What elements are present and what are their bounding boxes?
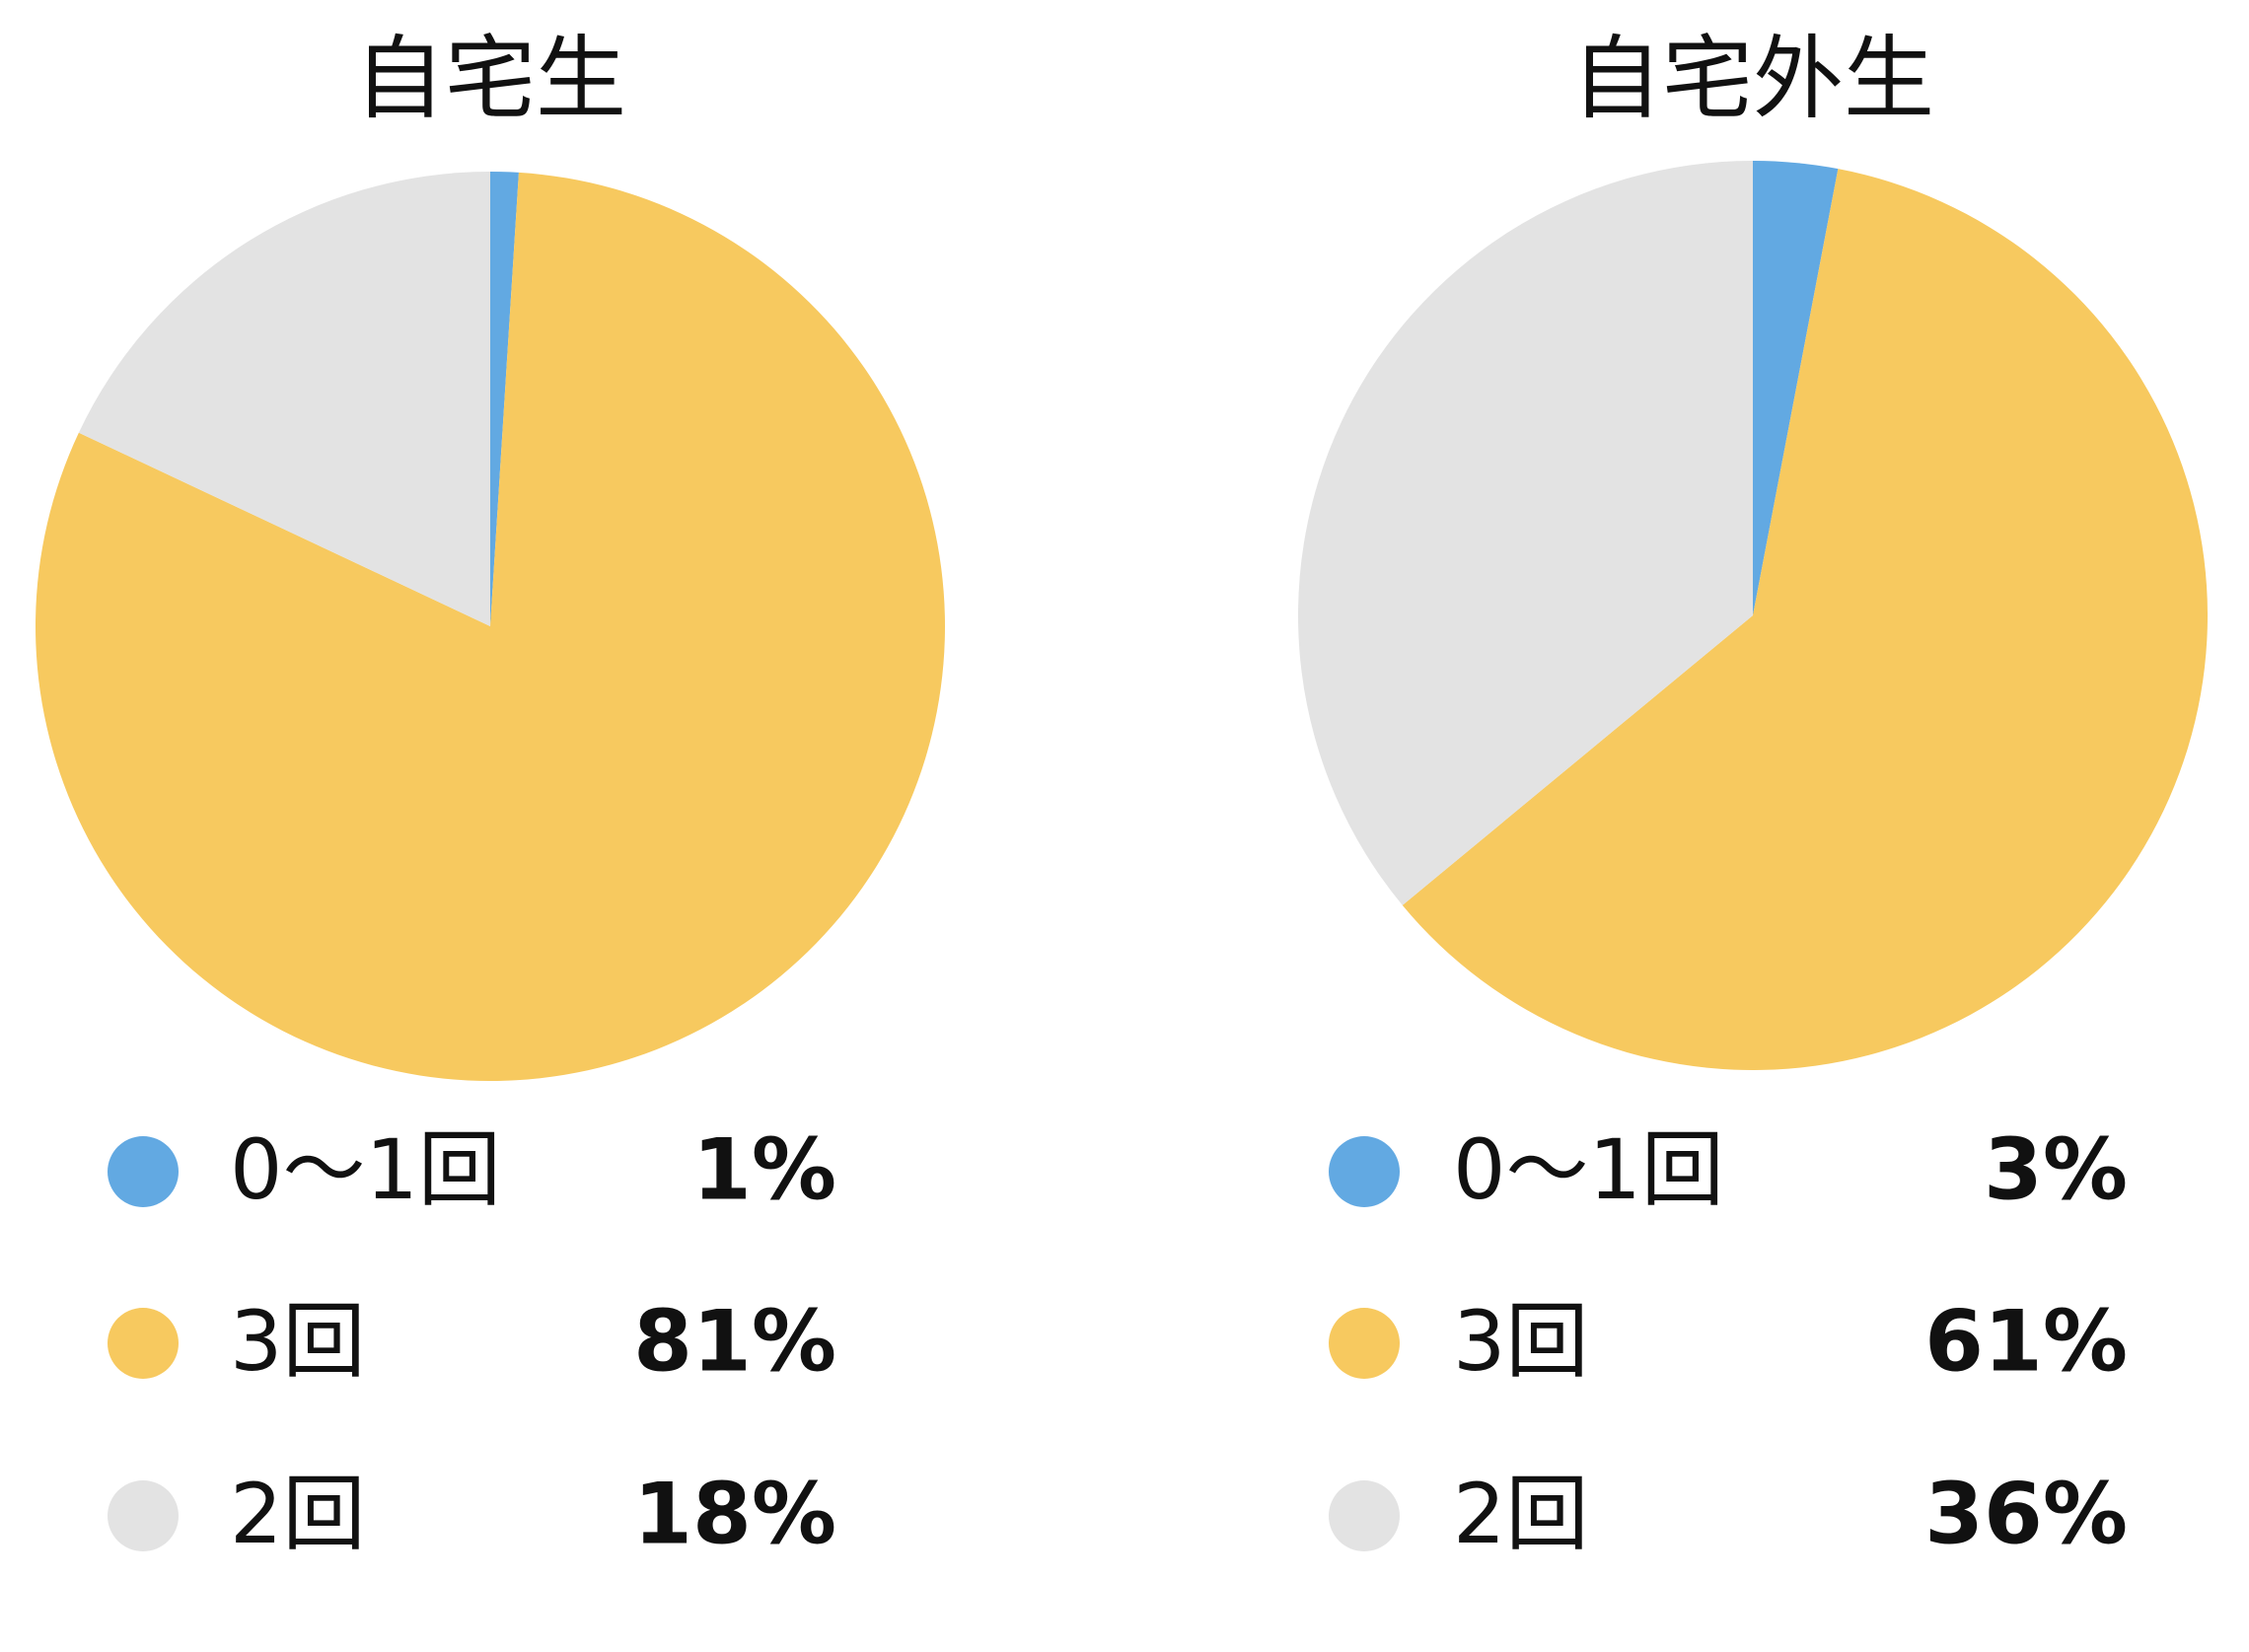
pie-slice bbox=[1297, 161, 1753, 905]
legend-label: 0〜1回 bbox=[230, 1121, 501, 1218]
legend-label: 0〜1回 bbox=[1453, 1121, 1724, 1218]
legend-marker bbox=[108, 1136, 179, 1207]
chart-title: 自宅外生 bbox=[1571, 26, 1934, 131]
value-label: 61% bbox=[1924, 1292, 2128, 1391]
value-label: 3% bbox=[1984, 1120, 2128, 1219]
legend-marker bbox=[108, 1480, 179, 1551]
legend-label: 3回 bbox=[1453, 1293, 1588, 1390]
legend-marker bbox=[1329, 1136, 1400, 1207]
chart-title: 自宅生 bbox=[354, 26, 626, 131]
legend-label: 2回 bbox=[230, 1466, 365, 1562]
pie-slice bbox=[35, 172, 946, 1082]
legend-label: 2回 bbox=[1453, 1466, 1588, 1562]
pie-slice bbox=[490, 172, 519, 626]
pie-slice bbox=[78, 172, 490, 626]
legend-marker bbox=[108, 1308, 179, 1379]
legend-marker bbox=[1329, 1480, 1400, 1551]
value-label: 36% bbox=[1924, 1465, 2128, 1563]
value-label: 18% bbox=[633, 1465, 836, 1563]
pie-slice bbox=[1753, 161, 1839, 615]
value-label: 1% bbox=[692, 1120, 836, 1219]
value-label: 81% bbox=[633, 1292, 836, 1391]
pie-slice bbox=[1402, 169, 2208, 1070]
legend-marker bbox=[1329, 1308, 1400, 1379]
legend-label: 3回 bbox=[230, 1293, 365, 1390]
